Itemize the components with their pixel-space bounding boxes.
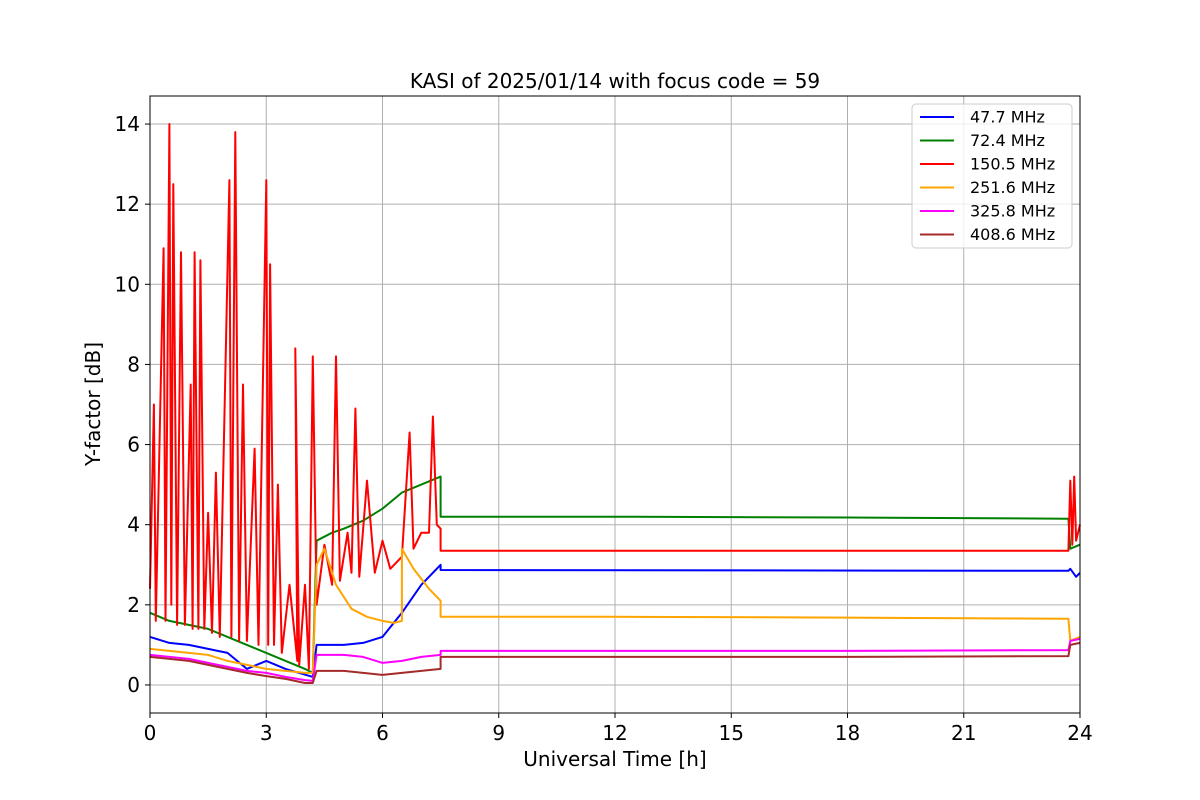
- y-tick-label: 10: [115, 272, 140, 296]
- y-tick-label: 4: [127, 513, 140, 537]
- x-tick-label: 3: [260, 721, 273, 745]
- legend-label: 325.8 MHz: [970, 202, 1055, 221]
- legend-label: 47.7 MHz: [970, 108, 1045, 127]
- series-line: [149, 641, 1081, 684]
- y-tick-label: 12: [115, 192, 140, 216]
- x-tick-label: 0: [144, 721, 157, 745]
- y-tick-label: 8: [127, 352, 140, 376]
- y-tick-label: 14: [115, 112, 140, 136]
- legend-label: 251.6 MHz: [970, 178, 1055, 197]
- series-line: [149, 123, 1081, 670]
- series-line: [149, 637, 1081, 682]
- legend: 47.7 MHz 72.4 MHz 150.5 MHz 251.6 MHz 325.8…: [911, 103, 1073, 249]
- legend-label: 408.6 MHz: [970, 225, 1055, 244]
- x-tick-label: 12: [602, 721, 627, 745]
- legend-label: 72.4 MHz: [970, 131, 1045, 150]
- plot-area: [149, 123, 1081, 684]
- series-line: [149, 563, 1081, 678]
- y-tick-label: 6: [127, 433, 140, 457]
- legend-label: 150.5 MHz: [970, 155, 1055, 174]
- series-line: [149, 475, 1081, 674]
- y-tick-label: 2: [127, 593, 140, 617]
- x-tick-label: 24: [1067, 721, 1092, 745]
- series-line: [149, 547, 1081, 674]
- y-axis-label: Y-factor [dB]: [81, 342, 105, 467]
- x-axis-label: Universal Time [h]: [523, 747, 706, 771]
- chart-title: KASI of 2025/01/14 with focus code = 59: [410, 69, 820, 93]
- x-tick-label: 15: [719, 721, 744, 745]
- y-tick-label: 0: [127, 673, 140, 697]
- x-tick-label: 21: [951, 721, 976, 745]
- x-tick-label: 6: [376, 721, 389, 745]
- x-tick-label: 9: [492, 721, 505, 745]
- x-tick-label: 18: [835, 721, 860, 745]
